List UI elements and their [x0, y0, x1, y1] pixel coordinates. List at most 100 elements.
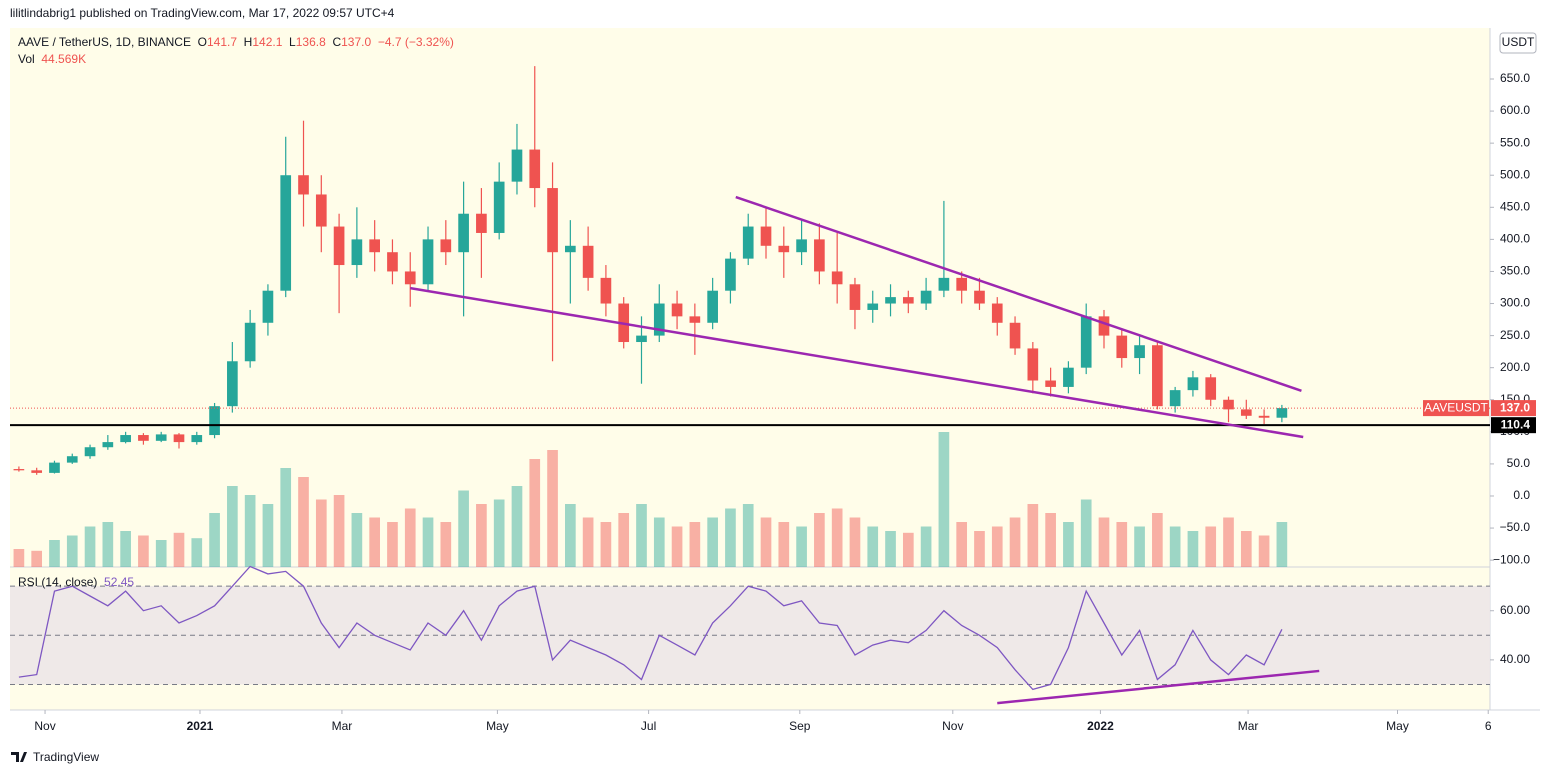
candle-body — [262, 290, 274, 323]
currency-button[interactable] — [1499, 32, 1537, 54]
candle-body — [191, 435, 203, 443]
y-tick-label: 500.0 — [1500, 167, 1530, 181]
candle-body — [653, 303, 665, 336]
candle-body — [849, 284, 861, 310]
candle-body — [369, 239, 380, 253]
volume-bar — [742, 504, 754, 567]
y-tick-label: −100.0 — [1493, 552, 1530, 566]
volume-bar — [84, 526, 96, 567]
volume-bar — [1116, 522, 1128, 567]
volume-bar — [173, 532, 185, 567]
candle-body — [1063, 367, 1074, 387]
candle-body — [1240, 409, 1252, 416]
volume-bar — [315, 499, 327, 567]
x-tick-label: Nov — [942, 719, 963, 733]
trendline — [735, 195, 1302, 392]
legend-change: −4.7 (−3.32%) — [377, 35, 454, 49]
volume-bar — [476, 504, 487, 567]
currency-button-label[interactable]: USDT — [1502, 35, 1535, 49]
candle-body — [280, 175, 292, 291]
candle-body — [173, 434, 185, 443]
candle-body — [956, 277, 968, 291]
candle-body — [84, 447, 96, 457]
y-tick-label: 200.0 — [1500, 360, 1530, 374]
y-tick-label: 350.0 — [1500, 264, 1530, 278]
x-tick-label: May — [486, 719, 509, 733]
candle-body — [1152, 345, 1163, 407]
candle-body — [13, 469, 25, 471]
candle-body — [974, 290, 985, 304]
volume-bar — [938, 432, 950, 567]
candle-body — [440, 239, 452, 253]
volume-bar — [1045, 513, 1056, 567]
volume-bar — [600, 522, 612, 567]
volume-bar — [582, 517, 594, 567]
volume-bar — [120, 531, 131, 567]
volume-bar — [902, 532, 914, 567]
rsi-y-tick-label: 40.00 — [1500, 652, 1530, 666]
x-tick-label: Mar — [332, 719, 353, 733]
volume-bar — [1223, 517, 1234, 567]
volume-bar — [1276, 522, 1288, 567]
volume-bar — [31, 550, 43, 567]
last-price-tag: 137.0 — [1500, 400, 1530, 414]
legend-key: C — [332, 35, 342, 49]
volume-bar — [227, 486, 238, 567]
volume-bar — [991, 526, 1003, 567]
volume-bar — [920, 526, 932, 567]
volume-bar — [1152, 513, 1163, 567]
volume-bar — [493, 499, 505, 567]
rsi-y-tick-label: 60.00 — [1500, 603, 1530, 617]
candle-body — [565, 245, 576, 253]
candle-body — [902, 297, 914, 304]
y-tick-label: 400.0 — [1500, 232, 1530, 246]
symbol-tag-box — [1423, 400, 1489, 417]
volume-bar — [1187, 531, 1199, 567]
candle-body — [582, 245, 594, 278]
volume-bar — [102, 522, 114, 567]
candle-body — [1134, 345, 1145, 359]
candle-body — [1116, 335, 1128, 359]
volume-bar — [778, 522, 790, 567]
candle-body — [120, 435, 131, 443]
candle-body — [778, 245, 790, 253]
candle-body — [333, 226, 345, 266]
candle-body — [671, 303, 683, 317]
x-tick-label: May — [1386, 719, 1409, 733]
volume-bar — [209, 513, 220, 567]
volume-bar — [636, 504, 647, 567]
candle-body — [547, 188, 558, 253]
y-tick-label: 550.0 — [1500, 135, 1530, 149]
candle-body — [760, 226, 772, 246]
volume-bar — [796, 526, 807, 567]
candle-body — [387, 252, 398, 272]
volume-bar — [849, 517, 861, 567]
y-tick-label: −50.0 — [1500, 520, 1531, 534]
symbol-tag: AAVEUSDT — [1424, 400, 1488, 414]
volume-bar — [13, 549, 25, 567]
candle-body — [1045, 380, 1056, 387]
candle-body — [529, 149, 541, 189]
volume-bar — [1063, 522, 1074, 567]
candle-body — [1098, 316, 1110, 336]
volume-bar — [653, 517, 665, 567]
volume-bar — [49, 540, 60, 567]
candle-body — [511, 149, 523, 182]
volume-bar — [298, 477, 309, 567]
candle-body — [920, 290, 932, 304]
volume-bar — [707, 517, 718, 567]
y-tick-label: 450.0 — [1500, 199, 1530, 213]
legend-key: L — [289, 35, 296, 49]
volume-bar — [1169, 526, 1181, 567]
candle-body — [796, 239, 807, 253]
candle-body — [1205, 377, 1217, 400]
candle-body — [636, 335, 647, 343]
rsi-value: 52.45 — [104, 575, 135, 589]
volume-bar — [1027, 504, 1039, 567]
legend-key: O — [197, 35, 207, 49]
candle-body — [244, 322, 256, 362]
volume-bar — [1009, 517, 1021, 567]
x-tick-label: Nov — [34, 719, 55, 733]
volume-bar — [1080, 499, 1092, 567]
candle-body — [938, 277, 950, 291]
